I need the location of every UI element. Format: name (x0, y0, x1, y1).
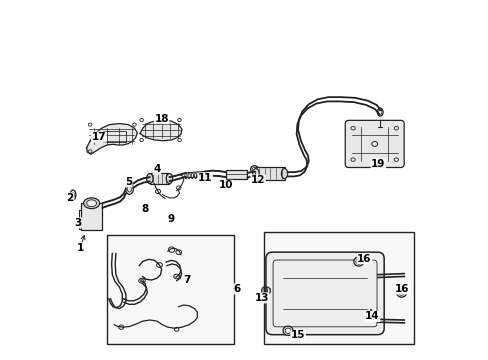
Ellipse shape (252, 168, 259, 179)
Ellipse shape (252, 167, 256, 171)
Ellipse shape (250, 166, 258, 173)
Ellipse shape (86, 200, 97, 207)
Ellipse shape (377, 108, 382, 116)
Text: 15: 15 (290, 330, 305, 341)
Text: 3: 3 (75, 218, 82, 228)
Bar (225, 170, 247, 179)
Text: 2: 2 (66, 193, 74, 203)
Polygon shape (140, 120, 182, 141)
Text: 6: 6 (233, 284, 241, 294)
Ellipse shape (283, 326, 292, 336)
Bar (255, 167, 284, 180)
Text: 4: 4 (153, 164, 161, 174)
Ellipse shape (83, 198, 100, 208)
Text: 12: 12 (250, 175, 265, 185)
Text: 13: 13 (254, 293, 268, 303)
Text: 10: 10 (218, 180, 233, 190)
Text: 16: 16 (357, 253, 371, 264)
Ellipse shape (281, 168, 287, 179)
Text: 5: 5 (124, 177, 132, 187)
Bar (81, 203, 102, 230)
Text: 8: 8 (142, 203, 148, 213)
FancyBboxPatch shape (265, 252, 384, 335)
FancyBboxPatch shape (345, 120, 404, 167)
Ellipse shape (353, 257, 363, 266)
Ellipse shape (125, 184, 133, 194)
Text: 11: 11 (198, 173, 212, 183)
Text: 7: 7 (183, 275, 191, 285)
Bar (264, 232, 413, 344)
Text: 1: 1 (77, 243, 83, 253)
Ellipse shape (166, 174, 172, 184)
Bar (149, 173, 169, 184)
Ellipse shape (398, 290, 404, 295)
Text: 9: 9 (167, 214, 175, 224)
Text: 16: 16 (394, 284, 408, 294)
Ellipse shape (355, 259, 361, 264)
Text: 18: 18 (154, 113, 168, 123)
Polygon shape (86, 123, 137, 154)
Bar (107, 235, 233, 344)
Ellipse shape (378, 110, 381, 114)
Bar (103, 131, 125, 143)
Ellipse shape (285, 328, 290, 333)
Ellipse shape (146, 174, 153, 184)
Text: 17: 17 (91, 132, 106, 142)
Text: 19: 19 (370, 159, 385, 169)
Ellipse shape (396, 288, 406, 297)
Text: 14: 14 (365, 311, 379, 321)
